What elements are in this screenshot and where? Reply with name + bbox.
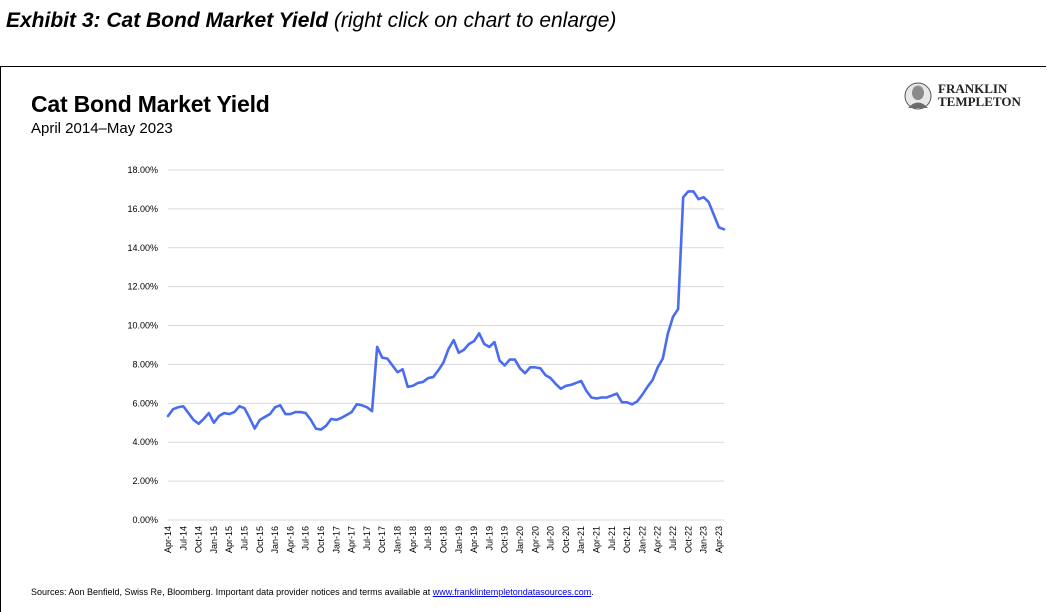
x-tick-label: Jan-23: [699, 526, 709, 554]
y-tick-label: 8.00%: [132, 359, 158, 369]
y-tick-label: 10.00%: [127, 321, 158, 331]
x-tick-label: Jan-22: [637, 526, 647, 554]
chart-panel[interactable]: [0, 66, 1046, 612]
x-tick-label: Apr-16: [285, 526, 295, 553]
y-tick-label: 16.00%: [127, 204, 158, 214]
x-tick-label: Apr-18: [408, 526, 418, 553]
exhibit-heading-note: (right click on chart to enlarge): [333, 9, 617, 32]
x-tick-label: Oct-22: [683, 526, 693, 553]
y-tick-label: 18.00%: [127, 165, 158, 175]
x-tick-label: Jan-16: [270, 526, 280, 554]
chart-title: Cat Bond Market Yield: [31, 91, 270, 117]
x-tick-label: Apr-21: [591, 526, 601, 553]
x-tick-label: Apr-20: [530, 526, 540, 553]
x-tick-label: Jan-15: [209, 526, 219, 554]
exhibit-heading-title: Exhibit 3: Cat Bond Market Yield: [6, 9, 329, 32]
x-tick-label: Jul-21: [607, 526, 617, 551]
logo-line2: TEMPLETON: [938, 94, 1021, 109]
x-tick-label: Jul-14: [178, 526, 188, 551]
x-tick-label: Apr-14: [163, 526, 173, 553]
logo-line1: FRANKLIN: [938, 81, 1008, 96]
x-tick-label: Apr-19: [469, 526, 479, 553]
x-tick-label: Oct-20: [561, 526, 571, 553]
x-tick-label: Jul-22: [668, 526, 678, 551]
y-tick-label: 4.00%: [132, 437, 158, 447]
x-tick-label: Jan-19: [454, 526, 464, 554]
x-tick-label: Oct-19: [500, 526, 510, 553]
x-tick-label: Jan-20: [515, 526, 525, 554]
x-tick-label: Apr-17: [347, 526, 357, 553]
x-tick-label: Jul-18: [423, 526, 433, 551]
x-tick-label: Jul-20: [546, 526, 556, 551]
y-tick-label: 14.00%: [127, 243, 158, 253]
franklin-portrait-icon: [904, 82, 932, 110]
x-tick-label: Oct-16: [316, 526, 326, 553]
y-tick-label: 6.00%: [132, 398, 158, 408]
x-tick-label: Jul-17: [362, 526, 372, 551]
x-tick-label: Oct-17: [377, 526, 387, 553]
y-tick-label: 0.00%: [132, 515, 158, 525]
x-tick-label: Jan-17: [331, 526, 341, 554]
x-tick-label: Apr-15: [224, 526, 234, 553]
x-tick-label: Jul-15: [240, 526, 250, 551]
x-tick-label: Jul-16: [301, 526, 311, 551]
yield-series-line: [166, 190, 726, 431]
footer-text: Sources: Aon Benfield, Swiss Re, Bloombe…: [31, 587, 433, 597]
x-tick-label: Jul-19: [484, 526, 494, 551]
franklin-templeton-logo: FRANKLIN TEMPLETON: [904, 80, 1034, 114]
x-tick-label: Oct-15: [255, 526, 265, 553]
sources-footer: Sources: Aon Benfield, Swiss Re, Bloombe…: [31, 587, 594, 597]
y-tick-label: 12.00%: [127, 282, 158, 292]
exhibit-heading: Exhibit 3: Cat Bond Market Yield (right …: [6, 8, 616, 34]
x-tick-label: Jan-21: [576, 526, 586, 554]
x-tick-label: Apr-22: [653, 526, 663, 553]
x-tick-label: Oct-21: [622, 526, 632, 553]
x-tick-label: Oct-18: [438, 526, 448, 553]
x-tick-label: Apr-23: [714, 526, 724, 553]
y-tick-label: 2.00%: [132, 476, 158, 486]
x-tick-label: Jan-18: [393, 526, 403, 554]
footer-end: .: [591, 587, 594, 597]
sources-link[interactable]: www.franklintempletondatasources.com: [432, 587, 592, 597]
logo-text: FRANKLIN TEMPLETON: [938, 82, 1021, 108]
chart-subtitle: April 2014–May 2023: [31, 120, 173, 137]
x-tick-label: Oct-14: [194, 526, 204, 553]
